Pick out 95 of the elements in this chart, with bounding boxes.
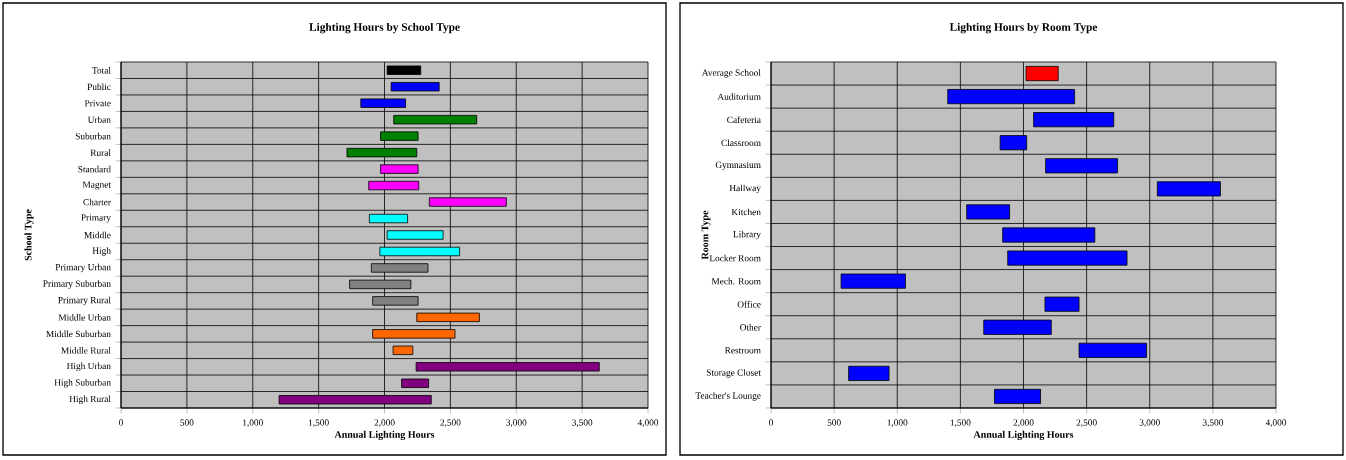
bar xyxy=(994,388,1041,404)
y-tick-label: Office xyxy=(737,300,761,308)
x-tick-label: 3,000 xyxy=(506,419,527,428)
y-tick-label: Middle Rural xyxy=(61,347,111,354)
bar xyxy=(1033,112,1115,128)
y-tick-label: Charter xyxy=(83,198,111,206)
bar xyxy=(346,147,418,158)
bar xyxy=(848,365,890,381)
x-tick-label: 4,000 xyxy=(1265,419,1287,428)
y-tick-label: Private xyxy=(84,100,111,107)
bar xyxy=(966,204,1011,220)
x-tick-label: 1,000 xyxy=(887,419,908,428)
x-tick-label: 3,500 xyxy=(1202,419,1224,428)
x-tick-label: 2,500 xyxy=(440,419,461,428)
x-tick-label: 0 xyxy=(769,419,773,426)
y-tick-label: Public xyxy=(87,83,111,90)
y-tick-label: Other xyxy=(740,323,761,331)
x-tick-label: 0 xyxy=(119,419,123,426)
bar xyxy=(372,296,419,306)
y-tick-label: Library xyxy=(733,230,761,240)
bar xyxy=(1002,227,1096,243)
x-tick-label: 2,000 xyxy=(1013,419,1034,428)
y-tick-label: Urban xyxy=(87,116,111,123)
bar xyxy=(370,263,429,273)
bar xyxy=(1078,342,1147,358)
bar xyxy=(428,197,507,207)
bar xyxy=(278,395,432,405)
bar xyxy=(947,89,1076,105)
bar xyxy=(368,180,420,191)
x-tick-label: 1,000 xyxy=(243,419,263,428)
bar xyxy=(386,230,444,240)
y-tick-label: High Rural xyxy=(69,395,111,404)
y-tick-label: Rural xyxy=(90,149,111,156)
bar xyxy=(999,135,1028,151)
bar xyxy=(1025,65,1059,82)
y-tick-label: Restroom xyxy=(724,347,761,354)
y-tick-label: Teacher's Lounge xyxy=(695,392,761,401)
bar xyxy=(393,114,478,125)
y-tick-label: Mech. Room xyxy=(711,277,761,285)
bar xyxy=(983,319,1052,335)
x-axis-title: Annual Lighting Hours xyxy=(334,430,435,440)
y-tick-label: Storage Closet xyxy=(706,369,761,378)
bar xyxy=(415,362,600,372)
y-tick-label: Cafeteria xyxy=(727,116,761,123)
y-tick-label: Total xyxy=(92,66,111,74)
y-tick-label: Primary Rural xyxy=(58,296,111,306)
x-tick-label: 3,500 xyxy=(572,419,593,428)
y-tick-label: Hallway xyxy=(729,184,761,194)
y-axis-title: School Type xyxy=(24,209,34,261)
y-tick-label: High Urban xyxy=(66,362,111,372)
y-tick-label: High Suburban xyxy=(54,379,111,388)
bar xyxy=(416,312,480,323)
bar xyxy=(349,279,412,290)
x-tick-label: 1,500 xyxy=(308,419,329,428)
bar xyxy=(1045,158,1118,174)
y-tick-label: Primary Suburban xyxy=(43,280,111,289)
x-tick-label: 3,000 xyxy=(1139,419,1160,428)
y-tick-label: Average School xyxy=(701,69,761,78)
bar xyxy=(386,65,422,75)
x-axis-title: Annual Lighting Hours xyxy=(973,430,1074,440)
x-tick-label: 2,000 xyxy=(374,419,395,428)
y-tick-label: Standard xyxy=(78,165,111,173)
y-tick-label: Kitchen xyxy=(731,208,761,216)
chart-title: Lighting Hours by School Type xyxy=(309,22,460,34)
y-tick-label: Primary xyxy=(81,214,111,223)
chart-title: Lighting Hours by Room Type xyxy=(949,22,1098,34)
y-tick-label: Suburban xyxy=(75,132,111,140)
y-tick-label: Locker Room xyxy=(709,254,761,262)
y-tick-label: Middle Suburban xyxy=(46,330,111,338)
bar xyxy=(380,131,419,141)
bar xyxy=(360,98,406,108)
bar xyxy=(368,213,408,224)
y-tick-label: High xyxy=(92,247,111,256)
y-tick-label: Middle Urban xyxy=(58,314,111,321)
y-tick-label: Primary Urban xyxy=(55,263,111,273)
bar xyxy=(401,378,430,388)
x-tick-label: 1,500 xyxy=(950,419,971,428)
bar xyxy=(1044,296,1080,312)
x-tick-label: 2,500 xyxy=(1076,419,1097,428)
bar xyxy=(1156,181,1221,197)
bar xyxy=(1007,250,1128,266)
bar xyxy=(379,246,460,257)
bar xyxy=(840,273,906,289)
y-tick-label: Gymnasium xyxy=(715,161,761,170)
bar xyxy=(390,82,440,92)
bar xyxy=(372,329,456,339)
x-tick-label: 500 xyxy=(180,419,194,426)
x-tick-label: 500 xyxy=(827,419,841,426)
bar xyxy=(380,164,419,174)
y-tick-label: Magnet xyxy=(82,181,111,190)
y-tick-label: Auditorium xyxy=(717,93,761,100)
x-tick-label: 4,000 xyxy=(637,419,659,428)
bar xyxy=(392,345,414,356)
y-tick-label: Classroom xyxy=(721,139,761,146)
y-tick-label: Middle xyxy=(84,231,111,239)
